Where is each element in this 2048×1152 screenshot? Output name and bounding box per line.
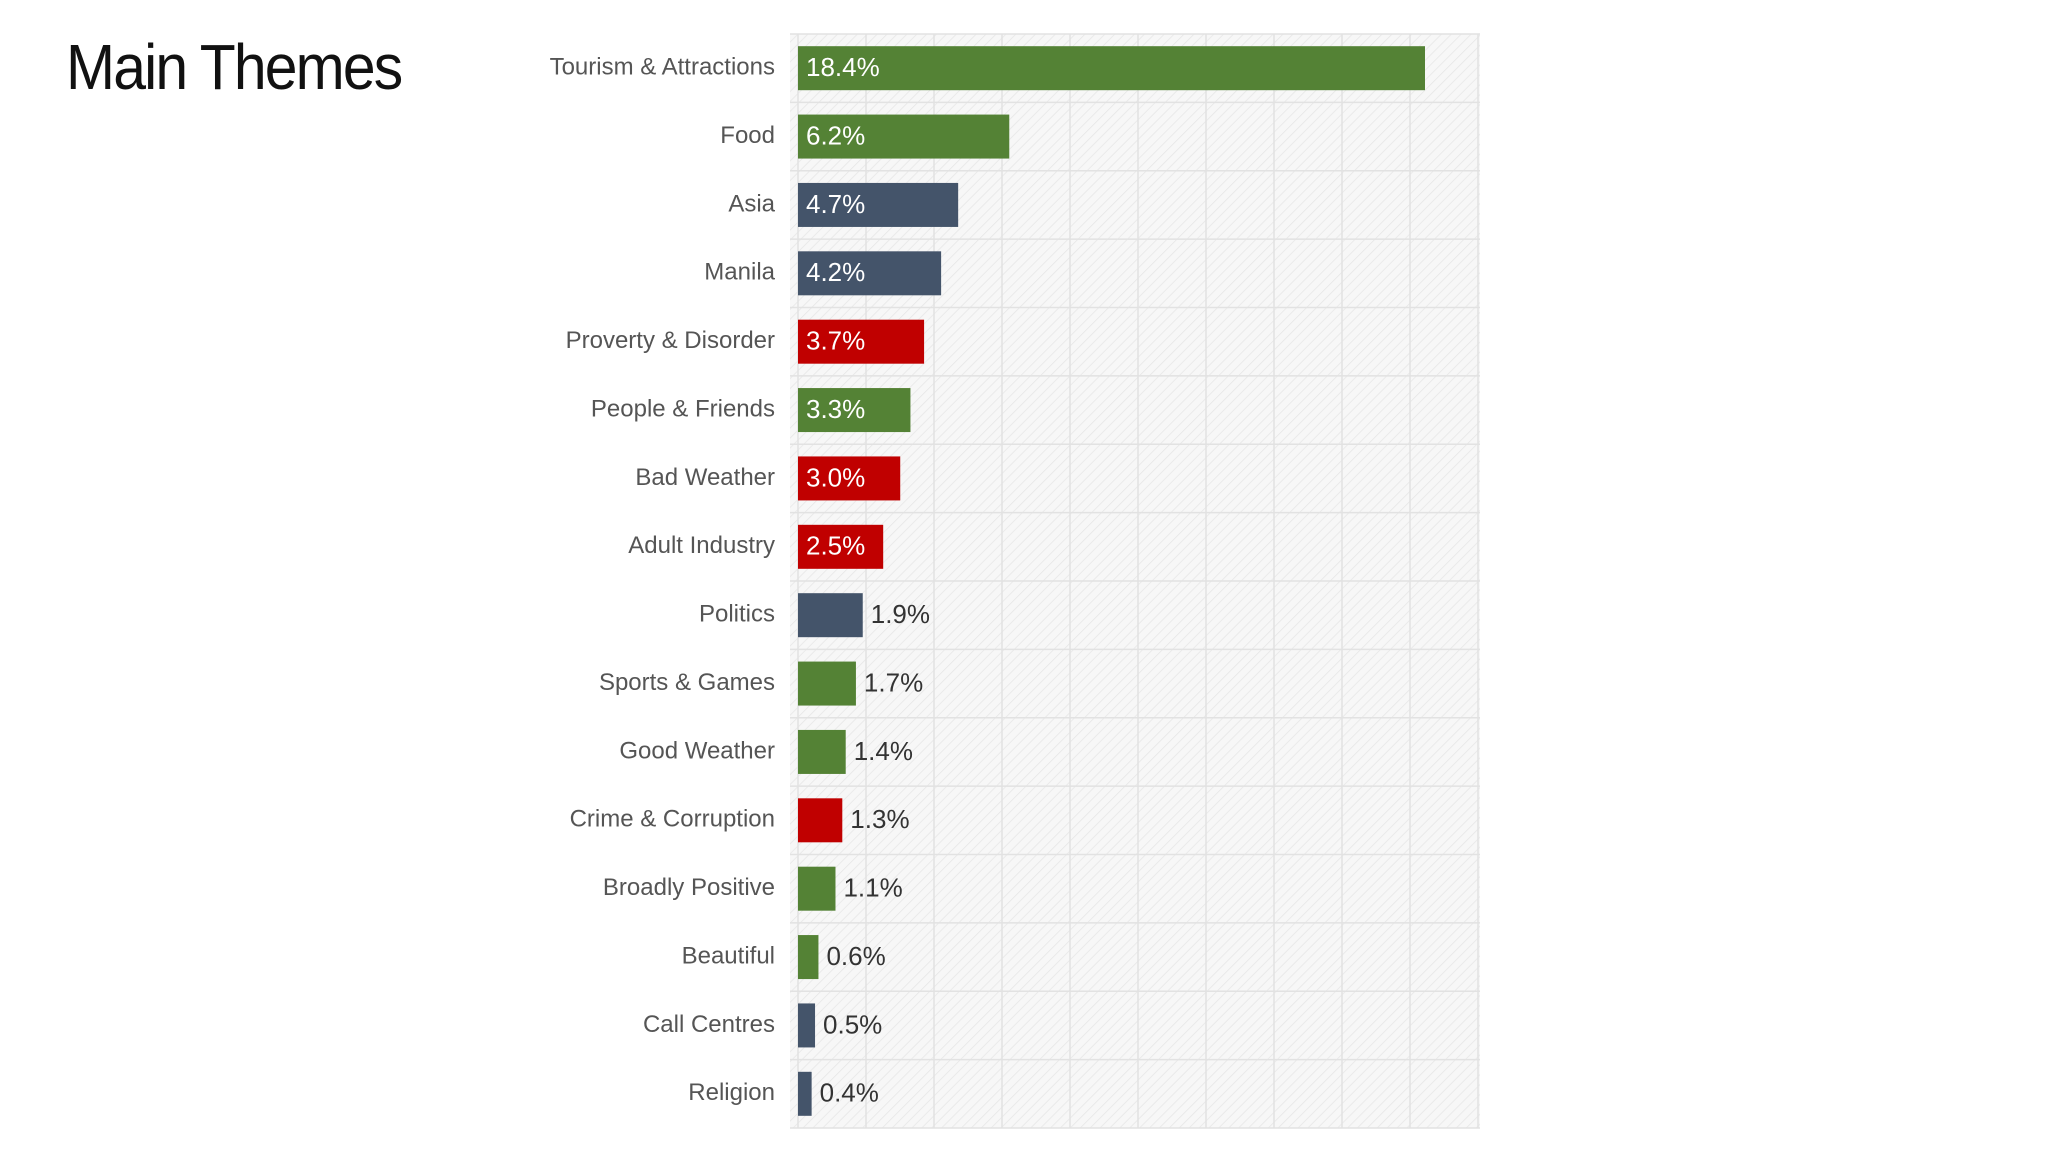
bar [798, 1071, 812, 1116]
slide-title: Main Themes [66, 31, 403, 103]
value-label: 4.2% [806, 257, 865, 287]
bar [798, 866, 836, 911]
category-label: Good Weather [619, 737, 775, 764]
bar [798, 593, 863, 638]
value-label: 1.7% [864, 667, 923, 697]
category-label: Bad Weather [635, 464, 775, 491]
category-label: People & Friends [591, 395, 775, 422]
bar [798, 251, 942, 296]
category-label: Manila [704, 259, 775, 286]
category-label: Asia [728, 190, 775, 217]
value-label: 0.4% [820, 1078, 879, 1108]
bar [798, 456, 901, 501]
value-label: 1.4% [854, 736, 913, 766]
bar [798, 798, 843, 843]
bars: Tourism & Attractions 18.4% Food 6.2% Asia 4.… [550, 46, 1425, 1116]
category-label: Broadly Positive [603, 874, 775, 901]
value-label: 18.4% [806, 52, 880, 82]
value-label: 0.6% [826, 941, 885, 971]
category-label: Tourism & Attractions [550, 54, 775, 81]
bar [798, 661, 856, 706]
category-label: Crime & Corruption [570, 806, 775, 833]
category-label: Sports & Games [599, 669, 775, 696]
bar [798, 114, 1010, 159]
bar [798, 319, 925, 364]
category-label: Religion [688, 1079, 775, 1106]
value-label: 6.2% [806, 120, 865, 150]
category-label: Call Centres [643, 1011, 775, 1038]
value-label: 1.1% [843, 873, 902, 903]
category-label: Proverty & Disorder [566, 327, 775, 354]
value-label: 3.0% [806, 462, 865, 492]
value-label: 3.7% [806, 326, 865, 356]
value-label: 0.5% [823, 1009, 882, 1039]
gridlines [790, 33, 1480, 1129]
value-label: 2.5% [806, 531, 865, 561]
category-label: Food [720, 122, 775, 149]
category-label: Beautiful [682, 942, 775, 969]
value-label: 1.3% [850, 804, 909, 834]
bar [798, 935, 819, 980]
bar [798, 729, 846, 774]
bar [798, 46, 1425, 91]
value-label: 4.7% [806, 189, 865, 219]
value-label: 1.9% [871, 599, 930, 629]
bar [798, 1003, 816, 1048]
category-label: Adult Industry [628, 532, 775, 559]
category-label: Politics [699, 601, 775, 628]
bar [798, 182, 959, 227]
bar [798, 524, 884, 569]
bar [798, 388, 911, 433]
value-label: 3.3% [806, 394, 865, 424]
